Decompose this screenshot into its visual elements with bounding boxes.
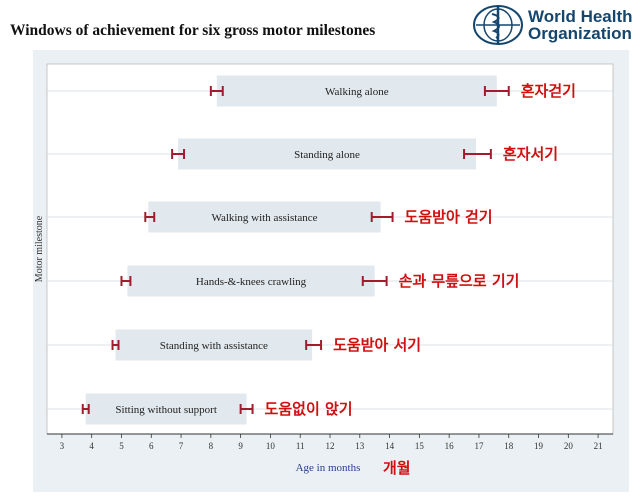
milestone-label-4: Standing with assistance	[160, 340, 268, 352]
milestone-label-5: Sitting without support	[115, 404, 216, 416]
milestone-ci-4-start	[111, 340, 120, 350]
x-tick-label-11: 11	[296, 441, 305, 451]
x-tick-label-20: 20	[564, 441, 574, 451]
milestone-ci-1-start	[171, 149, 186, 159]
milestone-ci-2-end	[370, 212, 394, 222]
x-tick-label-17: 17	[474, 441, 484, 451]
org-name: World Health Organization	[528, 8, 633, 42]
chart-title: Windows of achievement for six gross mot…	[10, 22, 376, 39]
x-tick-label-6: 6	[149, 441, 154, 451]
milestone-korean-label-4: 도움받아 서기	[333, 336, 421, 354]
milestone-ci-0-end	[483, 86, 510, 96]
who-emblem-icon	[473, 5, 523, 45]
milestone-ci-3-start	[120, 276, 132, 286]
milestone-bar-3	[127, 265, 375, 297]
x-tick-label-5: 5	[119, 441, 124, 451]
x-tick-label-8: 8	[209, 441, 214, 451]
org-name-line1: World Health	[528, 7, 633, 26]
x-tick-label-9: 9	[238, 441, 243, 451]
who-logo: World Health Organization	[470, 4, 640, 46]
milestone-bar-2	[148, 201, 381, 233]
x-tick-label-13: 13	[355, 441, 365, 451]
x-tick-label-18: 18	[504, 441, 514, 451]
milestone-label-3: Hands-&-knees crawling	[196, 276, 307, 288]
milestone-bar-0	[216, 75, 497, 107]
milestone-ci-1-end	[463, 149, 492, 159]
x-tick-label-19: 19	[534, 441, 544, 451]
milestone-korean-label-3: 손과 무릎으로 기기	[399, 272, 520, 290]
milestone-korean-label-2: 도움받아 걷기	[405, 208, 493, 226]
milestone-ci-2-start	[144, 212, 156, 222]
milestone-ci-4-end	[305, 340, 323, 350]
x-tick-label-7: 7	[179, 441, 184, 451]
x-tick-label-15: 15	[415, 441, 425, 451]
x-tick-label-4: 4	[89, 441, 94, 451]
milestone-ci-0-start	[209, 86, 224, 96]
plot-area	[46, 63, 614, 435]
org-name-line2: Organization	[528, 24, 632, 43]
x-axis-title: Age in months	[296, 462, 361, 474]
x-tick-label-21: 21	[594, 441, 603, 451]
milestone-label-0: Walking alone	[325, 86, 389, 98]
x-tick-label-3: 3	[60, 441, 65, 451]
milestone-ci-5-end	[239, 404, 254, 414]
milestone-label-1: Standing alone	[294, 149, 360, 161]
x-tick-label-14: 14	[385, 441, 395, 451]
x-tick-label-12: 12	[326, 441, 335, 451]
x-tick-label-16: 16	[445, 441, 455, 451]
milestone-bars: Walking alone 혼자걷기 Standing alone 혼자서기 Walki…	[81, 75, 576, 425]
milestone-ci-5-start	[81, 404, 90, 414]
milestone-korean-label-0: 혼자걷기	[521, 82, 576, 100]
milestone-bar-1	[178, 138, 476, 170]
milestone-label-2: Walking with assistance	[211, 212, 317, 224]
x-axis-annotation: 개월	[383, 459, 411, 477]
milestone-ci-3-end	[361, 276, 388, 286]
milestone-korean-label-1: 혼자서기	[503, 145, 558, 163]
x-axis: 3 4 5 6 7 8 9 10 11 12 13 14 15 16 17 18 19 20 21	[47, 433, 613, 451]
milestone-korean-label-5: 도움없이 앉기	[265, 400, 353, 418]
x-tick-label-10: 10	[266, 441, 276, 451]
milestone-bar-5	[85, 393, 247, 425]
y-axis-title: Motor milestone	[34, 215, 45, 282]
milestone-bar-4	[115, 329, 313, 361]
